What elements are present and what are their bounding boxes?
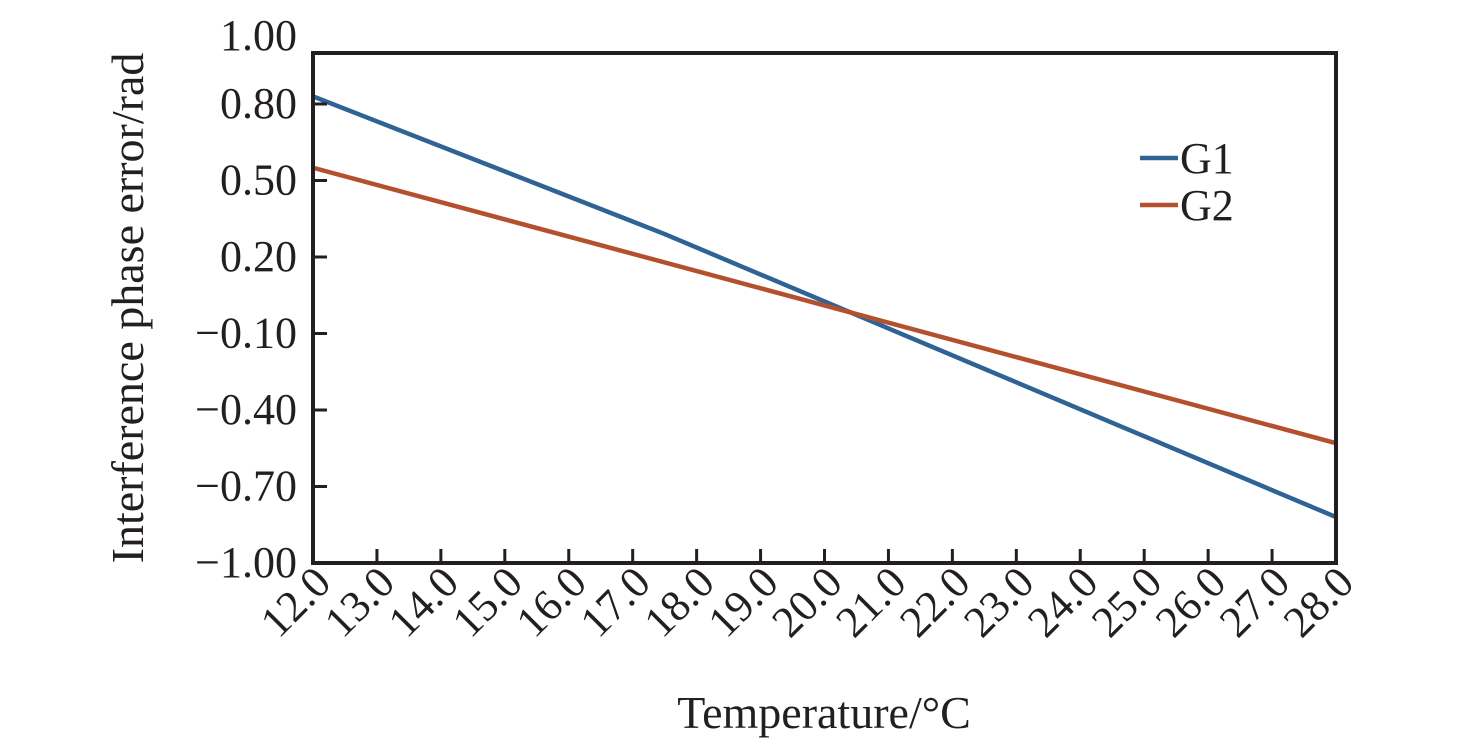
y-tick-label: −0.10: [195, 309, 297, 358]
plot-frame: [311, 51, 1338, 565]
plot-lines: [312, 94, 1337, 520]
y-tick-label: 0.20: [220, 232, 297, 281]
y-tick-label: −1.00: [195, 538, 297, 587]
legend-label-g2: G2: [1180, 181, 1234, 230]
y-tick-label: −0.70: [195, 462, 297, 511]
x-tick-label: 28.0: [1274, 557, 1363, 646]
y-tick-label: −0.40: [195, 385, 297, 434]
legend-label-g1: G1: [1180, 134, 1234, 183]
y-axis: 1.00 0.80 0.50 0.20 −0.10 −0.40 −0.70 −1.00: [195, 11, 327, 587]
y-tick-label: 0.80: [220, 79, 297, 128]
y-tick-label: 1.00: [220, 11, 297, 60]
series-line-g1: [312, 94, 1337, 520]
x-axis-title: Temperature/°C: [677, 687, 971, 738]
y-tick-label: 0.50: [220, 156, 297, 205]
y-axis-title: Interference phase error/rad: [102, 53, 153, 564]
series-line-g2: [312, 165, 1337, 446]
